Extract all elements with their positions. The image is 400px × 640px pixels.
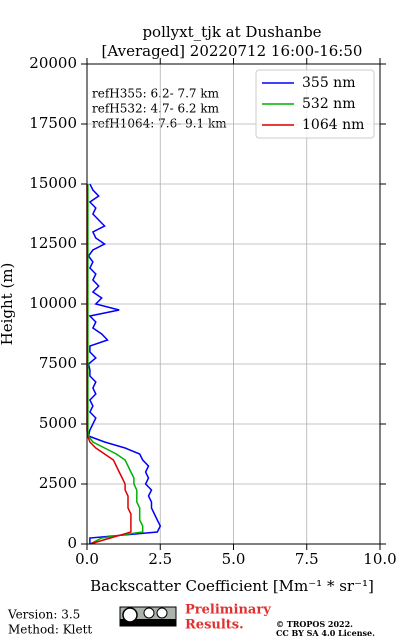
copyright: CC BY SA 4.0 License. bbox=[276, 628, 375, 638]
cc-logo bbox=[119, 606, 177, 627]
y-axis-label: Height (m) bbox=[0, 263, 16, 346]
profile-line bbox=[87, 184, 144, 545]
chart-title: pollyxt_tjk at Dushanbe bbox=[142, 23, 321, 41]
plot-frame bbox=[86, 63, 381, 545]
copyright: © TROPOS 2022. bbox=[276, 619, 353, 629]
x-tick-label: 5.0 bbox=[222, 550, 246, 568]
x-tick-label: 2.5 bbox=[148, 550, 172, 568]
y-tick-label: 12500 bbox=[29, 234, 77, 252]
x-tick-label: 7.5 bbox=[295, 550, 319, 568]
preliminary: Results. bbox=[185, 618, 244, 633]
legend-label: 355 nm bbox=[302, 75, 355, 91]
chart-title: [Averaged] 20220712 16:00-16:50 bbox=[102, 42, 363, 60]
x-tick-label: 0.0 bbox=[75, 550, 99, 568]
y-tick-label: 5000 bbox=[39, 414, 77, 432]
y-tick-label: 15000 bbox=[29, 174, 77, 192]
legend-label: 1064 nm bbox=[302, 117, 364, 133]
x-tick-label: 10.0 bbox=[363, 550, 396, 568]
y-tick-label: 2500 bbox=[39, 474, 77, 492]
y-tick-label: 17500 bbox=[29, 114, 77, 132]
annotation: refH532: 4.7- 6.2 km bbox=[92, 102, 220, 116]
preliminary: Preliminary bbox=[185, 603, 271, 618]
legend-box bbox=[255, 69, 375, 139]
y-tick-label: 20000 bbox=[29, 54, 77, 72]
annotation: refH355: 6.2- 7.7 km bbox=[92, 87, 220, 101]
x-axis-label: Backscatter Coefficient [Mm⁻¹ * sr⁻¹] bbox=[90, 577, 374, 595]
legend-label: 532 nm bbox=[302, 96, 355, 112]
y-tick-label: 10000 bbox=[29, 294, 77, 312]
version: Version: 3.5 bbox=[7, 608, 80, 622]
y-tick-label: 7500 bbox=[39, 354, 77, 372]
y-tick-label: 0 bbox=[67, 534, 77, 552]
annotation: refH1064: 7.6- 9.1 km bbox=[92, 117, 227, 131]
method: Method: Klett bbox=[8, 623, 92, 637]
